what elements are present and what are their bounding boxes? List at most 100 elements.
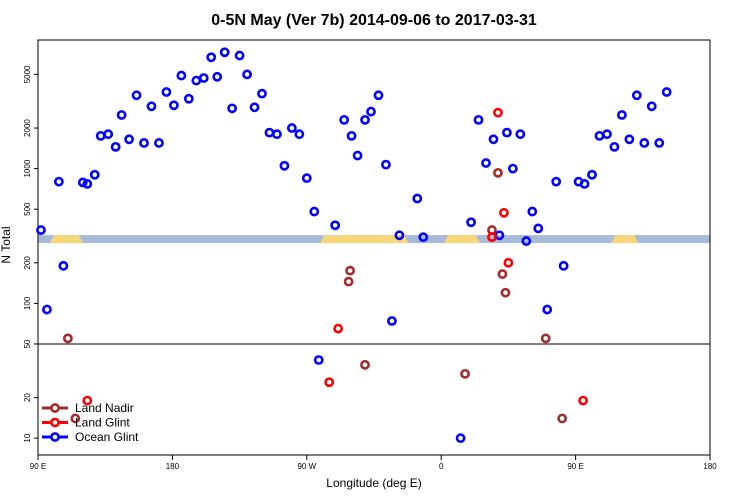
ocean-glint-point bbox=[206, 52, 217, 63]
land-nadir-point bbox=[62, 333, 73, 344]
x-tick-label: 180 bbox=[166, 462, 180, 471]
ocean-glint-point bbox=[551, 176, 562, 187]
y-tick-label: 10 bbox=[23, 433, 32, 442]
ocean-glint-point bbox=[373, 90, 384, 101]
land-nadir-point bbox=[540, 333, 551, 344]
ocean-glint-point bbox=[533, 223, 544, 234]
ocean-glint-point bbox=[488, 134, 499, 145]
y-tick-label: 200 bbox=[23, 256, 32, 270]
ocean-glint-point bbox=[646, 101, 657, 112]
land-nadir-point bbox=[343, 276, 354, 287]
ocean-glint-point bbox=[198, 73, 209, 83]
ocean-glint-point bbox=[602, 129, 612, 140]
ocean-glint-point bbox=[507, 163, 518, 174]
ocean-glint-point bbox=[542, 304, 553, 315]
ocean-glint-point bbox=[103, 129, 114, 140]
land-glint-point bbox=[578, 395, 588, 406]
land-glint-point bbox=[503, 257, 514, 268]
land-glint-point bbox=[493, 107, 503, 118]
y-tick-label: 50 bbox=[23, 339, 32, 348]
ocean-glint-point bbox=[587, 169, 597, 180]
land-glint-point bbox=[82, 395, 93, 406]
plot-frame bbox=[37, 39, 711, 456]
ocean-glint-point bbox=[234, 50, 245, 61]
ocean-glint-point bbox=[515, 129, 526, 140]
ocean-glint-point bbox=[131, 90, 142, 101]
ocean-glint-point bbox=[412, 193, 423, 204]
ocean-glint-point bbox=[455, 433, 466, 444]
land-glint-point bbox=[487, 232, 497, 243]
ocean-glint-point bbox=[249, 102, 260, 113]
x-tick-label: 90 W bbox=[297, 462, 316, 471]
ocean-glint-point bbox=[286, 123, 297, 133]
chart-title: 0-5N May (Ver 7b) 2014-09-06 to 2017-03-… bbox=[211, 12, 537, 29]
x-tick-label: 180 bbox=[703, 462, 717, 471]
ocean-glint-point bbox=[227, 103, 238, 114]
x-tick-label: 0 bbox=[439, 462, 444, 471]
ocean-glint-point bbox=[661, 87, 672, 97]
y-tick-label: 1000 bbox=[23, 159, 32, 177]
land-glint-point bbox=[324, 377, 335, 388]
land-segment bbox=[444, 235, 481, 244]
y-tick-label: 5000 bbox=[23, 65, 32, 83]
ocean-glint-point bbox=[330, 220, 341, 231]
land-nadir-point bbox=[493, 167, 503, 178]
x-axis-label: Longitude (deg E) bbox=[326, 476, 421, 490]
ocean-glint-point bbox=[527, 206, 538, 217]
ocean-glint-point bbox=[139, 138, 149, 148]
ocean-glint-point bbox=[219, 47, 230, 58]
ocean-glint-point bbox=[272, 129, 282, 140]
ocean-glint-point bbox=[124, 134, 134, 145]
legend-marker bbox=[50, 432, 60, 442]
land-nadir-point bbox=[460, 368, 470, 379]
land-nadir-point bbox=[345, 265, 356, 276]
ocean-glint-point bbox=[42, 304, 52, 315]
ocean-glint-point bbox=[82, 179, 93, 189]
y-axis-label: N Total bbox=[0, 226, 13, 263]
land-glint-point bbox=[499, 207, 509, 218]
ocean-glint-point bbox=[481, 158, 491, 168]
x-tick-label: 90 E bbox=[567, 462, 583, 471]
y-tick-label: 2000 bbox=[23, 119, 32, 137]
y-tick-label: 500 bbox=[23, 202, 32, 216]
ocean-glint-point bbox=[301, 173, 312, 184]
ocean-glint-point bbox=[77, 177, 88, 188]
ocean-glint-point bbox=[521, 236, 532, 246]
ocean-glint-point bbox=[58, 260, 69, 271]
ocean-glint-point bbox=[36, 225, 46, 235]
ocean-glint-point bbox=[473, 114, 484, 125]
ocean-glint-point bbox=[616, 110, 627, 120]
ocean-glint-point bbox=[146, 101, 157, 112]
ocean-glint-point bbox=[360, 114, 370, 125]
ocean-glint-point bbox=[294, 129, 305, 140]
ocean-glint-point bbox=[313, 355, 324, 365]
ocean-glint-point bbox=[579, 179, 590, 189]
x-axis: 90 E 180 90 W 0 90 E 180 bbox=[30, 455, 717, 471]
ocean-glint-point bbox=[639, 138, 650, 148]
land-segment bbox=[611, 235, 639, 244]
legend-marker bbox=[50, 417, 60, 428]
ocean-glint-point bbox=[609, 141, 620, 152]
ocean-glint-point bbox=[624, 134, 635, 145]
land-nadir-point bbox=[70, 413, 81, 424]
ocean-glint-point bbox=[191, 75, 202, 86]
ocean-glint-point bbox=[110, 141, 121, 152]
land-nadir-point bbox=[497, 269, 508, 279]
ocean-glint-point bbox=[346, 130, 357, 141]
ocean-glint-point bbox=[631, 90, 642, 101]
ocean-glint-point bbox=[168, 100, 179, 111]
ocean-glint-point bbox=[352, 150, 363, 161]
ocean-glint-point bbox=[116, 110, 127, 120]
land-glint-point bbox=[333, 323, 344, 334]
legend-marker bbox=[50, 403, 60, 413]
ocean-glint-point bbox=[95, 130, 106, 141]
ocean-glint-point bbox=[366, 106, 376, 117]
land-nadir-point bbox=[500, 287, 511, 298]
ocean-glint-point bbox=[161, 87, 172, 97]
land-segment bbox=[320, 235, 409, 244]
x-tick-label: 90 E bbox=[30, 462, 46, 471]
ocean-glint-point bbox=[339, 114, 350, 125]
legend-label: Ocean Glint bbox=[75, 430, 139, 444]
ocean-glint-point bbox=[89, 169, 100, 180]
ocean-glint-point bbox=[594, 130, 605, 141]
